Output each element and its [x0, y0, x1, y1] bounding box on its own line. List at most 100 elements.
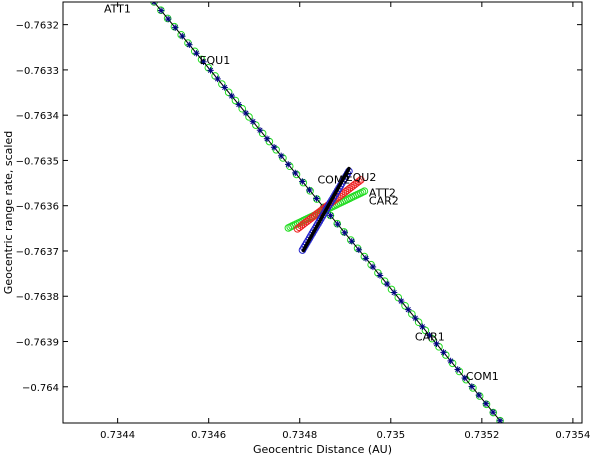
x-tick-label: 0.7346 [191, 430, 226, 441]
plot-area [150, 2, 504, 423]
asterisk-point [390, 289, 398, 296]
y-tick-label: −0.7636 [16, 202, 59, 213]
green-circle-point [496, 416, 504, 423]
x-axis-label: Geocentric Distance (AU) [253, 443, 392, 456]
asterisk-point [475, 391, 483, 399]
green-circle-point [238, 104, 247, 113]
asterisk-point [489, 408, 497, 416]
asterisk-point [334, 220, 341, 228]
green-circle-point [340, 228, 348, 236]
asterisk-point [277, 152, 285, 160]
annotation-equ1: EQU1 [200, 54, 231, 67]
annotation-equ2: EQU2 [346, 171, 377, 184]
asterisk-point [285, 161, 292, 168]
asterisk-point [348, 238, 355, 245]
x-axis: 0.7344 0.7346 0.7348 0.735 0.7352 0.7354 [100, 2, 590, 441]
asterisk-point [292, 169, 299, 177]
asterisk-point [157, 7, 165, 14]
x-tick-label: 0.7354 [555, 430, 590, 441]
asterisk-point [299, 178, 306, 185]
asterisk-point [447, 357, 454, 365]
asterisk-point [468, 383, 476, 390]
central-black-line [301, 166, 351, 253]
asterisk-point [376, 272, 384, 279]
asterisk-point [249, 118, 257, 125]
red-cluster-point [356, 176, 365, 184]
annotation-com2: COM2 [317, 174, 350, 187]
asterisk-point [341, 229, 348, 236]
red-cluster-point [355, 177, 363, 186]
asterisk-point [454, 366, 461, 373]
asterisk-point [235, 101, 242, 108]
y-tick-label: −0.7638 [16, 292, 59, 303]
annotation-car2: CAR2 [369, 194, 399, 207]
asterisk-point [228, 92, 235, 100]
green-circle-point [475, 392, 484, 400]
asterisk-point [433, 340, 440, 348]
annotation-car1: CAR1 [415, 331, 445, 344]
green-circle-point [299, 178, 308, 187]
asterisk-point [405, 306, 412, 313]
green-circle-point [469, 384, 477, 392]
asterisk-point [150, 2, 158, 6]
asterisk-point [256, 126, 264, 134]
asterisk-point [355, 246, 363, 254]
x-tick-label: 0.735 [376, 430, 405, 441]
y-tick-label: −0.7632 [16, 21, 59, 32]
x-tick-label: 0.7348 [282, 430, 317, 441]
asterisk-point [207, 67, 214, 74]
annotation-att1: ATT1 [104, 2, 131, 15]
asterisk-point [193, 50, 200, 57]
asterisk-point [186, 41, 193, 48]
asterisk-point [426, 332, 433, 339]
asterisk-point [306, 186, 313, 194]
x-tick-label: 0.7344 [100, 430, 135, 441]
asterisk-point [214, 75, 221, 83]
asterisk-point [164, 15, 172, 23]
green-circle-point [197, 55, 206, 64]
green-circle-point [408, 310, 416, 318]
asterisk-point [263, 135, 271, 142]
green-circle-point [306, 187, 314, 195]
green-circle-point [482, 400, 491, 409]
asterisk-point [179, 32, 186, 40]
asterisk-point [313, 195, 320, 202]
asterisk-point [383, 280, 391, 288]
asterisk-point [242, 109, 250, 117]
asterisk-point [200, 58, 207, 66]
asterisk-point [397, 297, 405, 305]
y-tick-label: −0.7637 [16, 247, 59, 258]
green-circle-point [272, 145, 280, 154]
green-circle-point [346, 236, 355, 244]
y-tick-label: −0.7639 [16, 338, 59, 349]
green-circle-point [414, 318, 423, 327]
asterisk-point [419, 323, 426, 330]
asterisk-point [327, 212, 334, 219]
asterisk-point [461, 374, 468, 382]
asterisk-point [412, 314, 419, 322]
green-cluster-point [360, 187, 369, 196]
y-tick-label: −0.764 [22, 383, 59, 394]
x-tick-label: 0.7352 [464, 430, 499, 441]
axes-frame [62, 1, 583, 424]
asterisk-point [221, 84, 228, 91]
green-circle-point [150, 2, 158, 6]
green-circle-point [204, 63, 213, 72]
y-tick-label: −0.7633 [16, 66, 59, 77]
asterisk-point [362, 255, 370, 262]
green-circle-point [374, 269, 382, 277]
green-circle-point [441, 351, 450, 359]
y-axis: −0.7632 −0.7633 −0.7634 −0.7635 −0.7636 −0.76… [16, 21, 582, 394]
asterisk-point [440, 349, 447, 356]
asterisk-point [270, 144, 278, 151]
annotation-att2: ATT2 [369, 187, 396, 200]
green-circle-point [163, 14, 172, 23]
green-circle-point [448, 359, 457, 368]
y-axis-label: Geocentric range rate, scaled [2, 131, 15, 294]
green-circle-point [231, 96, 240, 105]
green-circle-point [401, 301, 409, 310]
green-circle-point [245, 113, 253, 121]
green-circle-point [177, 31, 185, 39]
